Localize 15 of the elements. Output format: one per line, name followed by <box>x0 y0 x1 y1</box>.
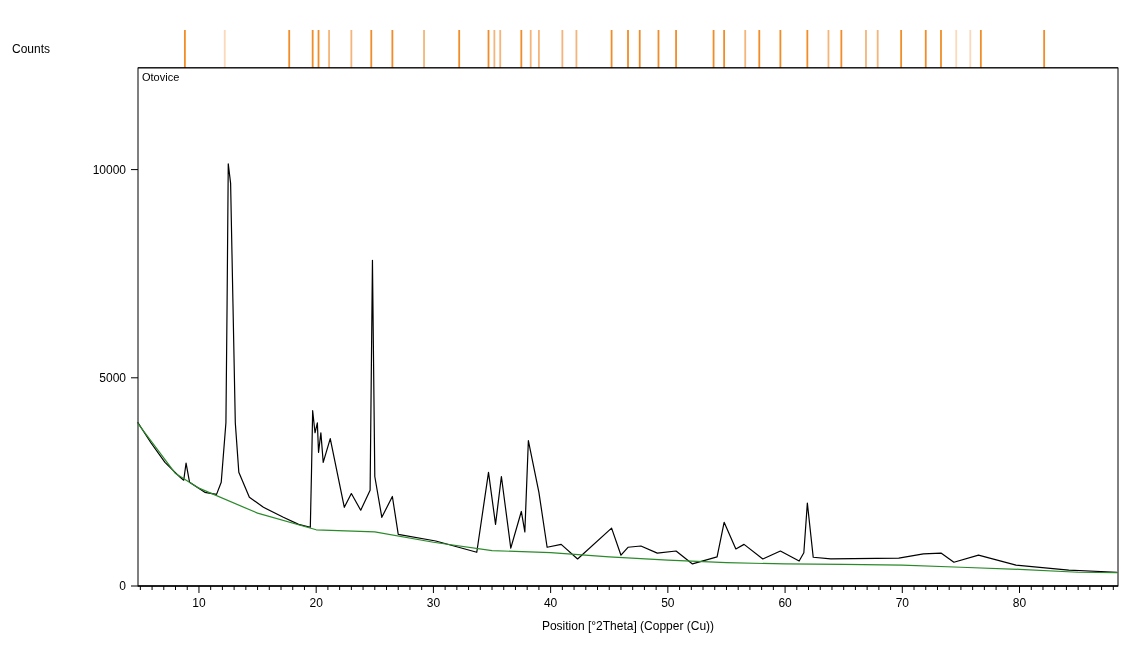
y-axis-title: Counts <box>12 42 51 56</box>
x-tick-label: 20 <box>309 596 324 610</box>
y-tick-label: 10000 <box>92 162 127 177</box>
x-tick-label: 70 <box>895 596 910 610</box>
x-tick-label: 10 <box>192 596 206 610</box>
x-axis-title: Position [°2Theta] (Copper (Cu)) <box>541 619 715 633</box>
x-tick-label: 60 <box>778 596 793 610</box>
x-tick-label: 80 <box>1012 596 1027 610</box>
annotation: Otovice <box>142 71 180 83</box>
x-tick-label: 50 <box>661 596 675 610</box>
y-tick-label: 5000 <box>99 370 127 385</box>
x-tick-label: 40 <box>543 596 558 610</box>
y-tick-label: 0 <box>119 579 127 593</box>
line-series <box>137 423 1118 574</box>
x-tick-label: 30 <box>426 596 441 610</box>
